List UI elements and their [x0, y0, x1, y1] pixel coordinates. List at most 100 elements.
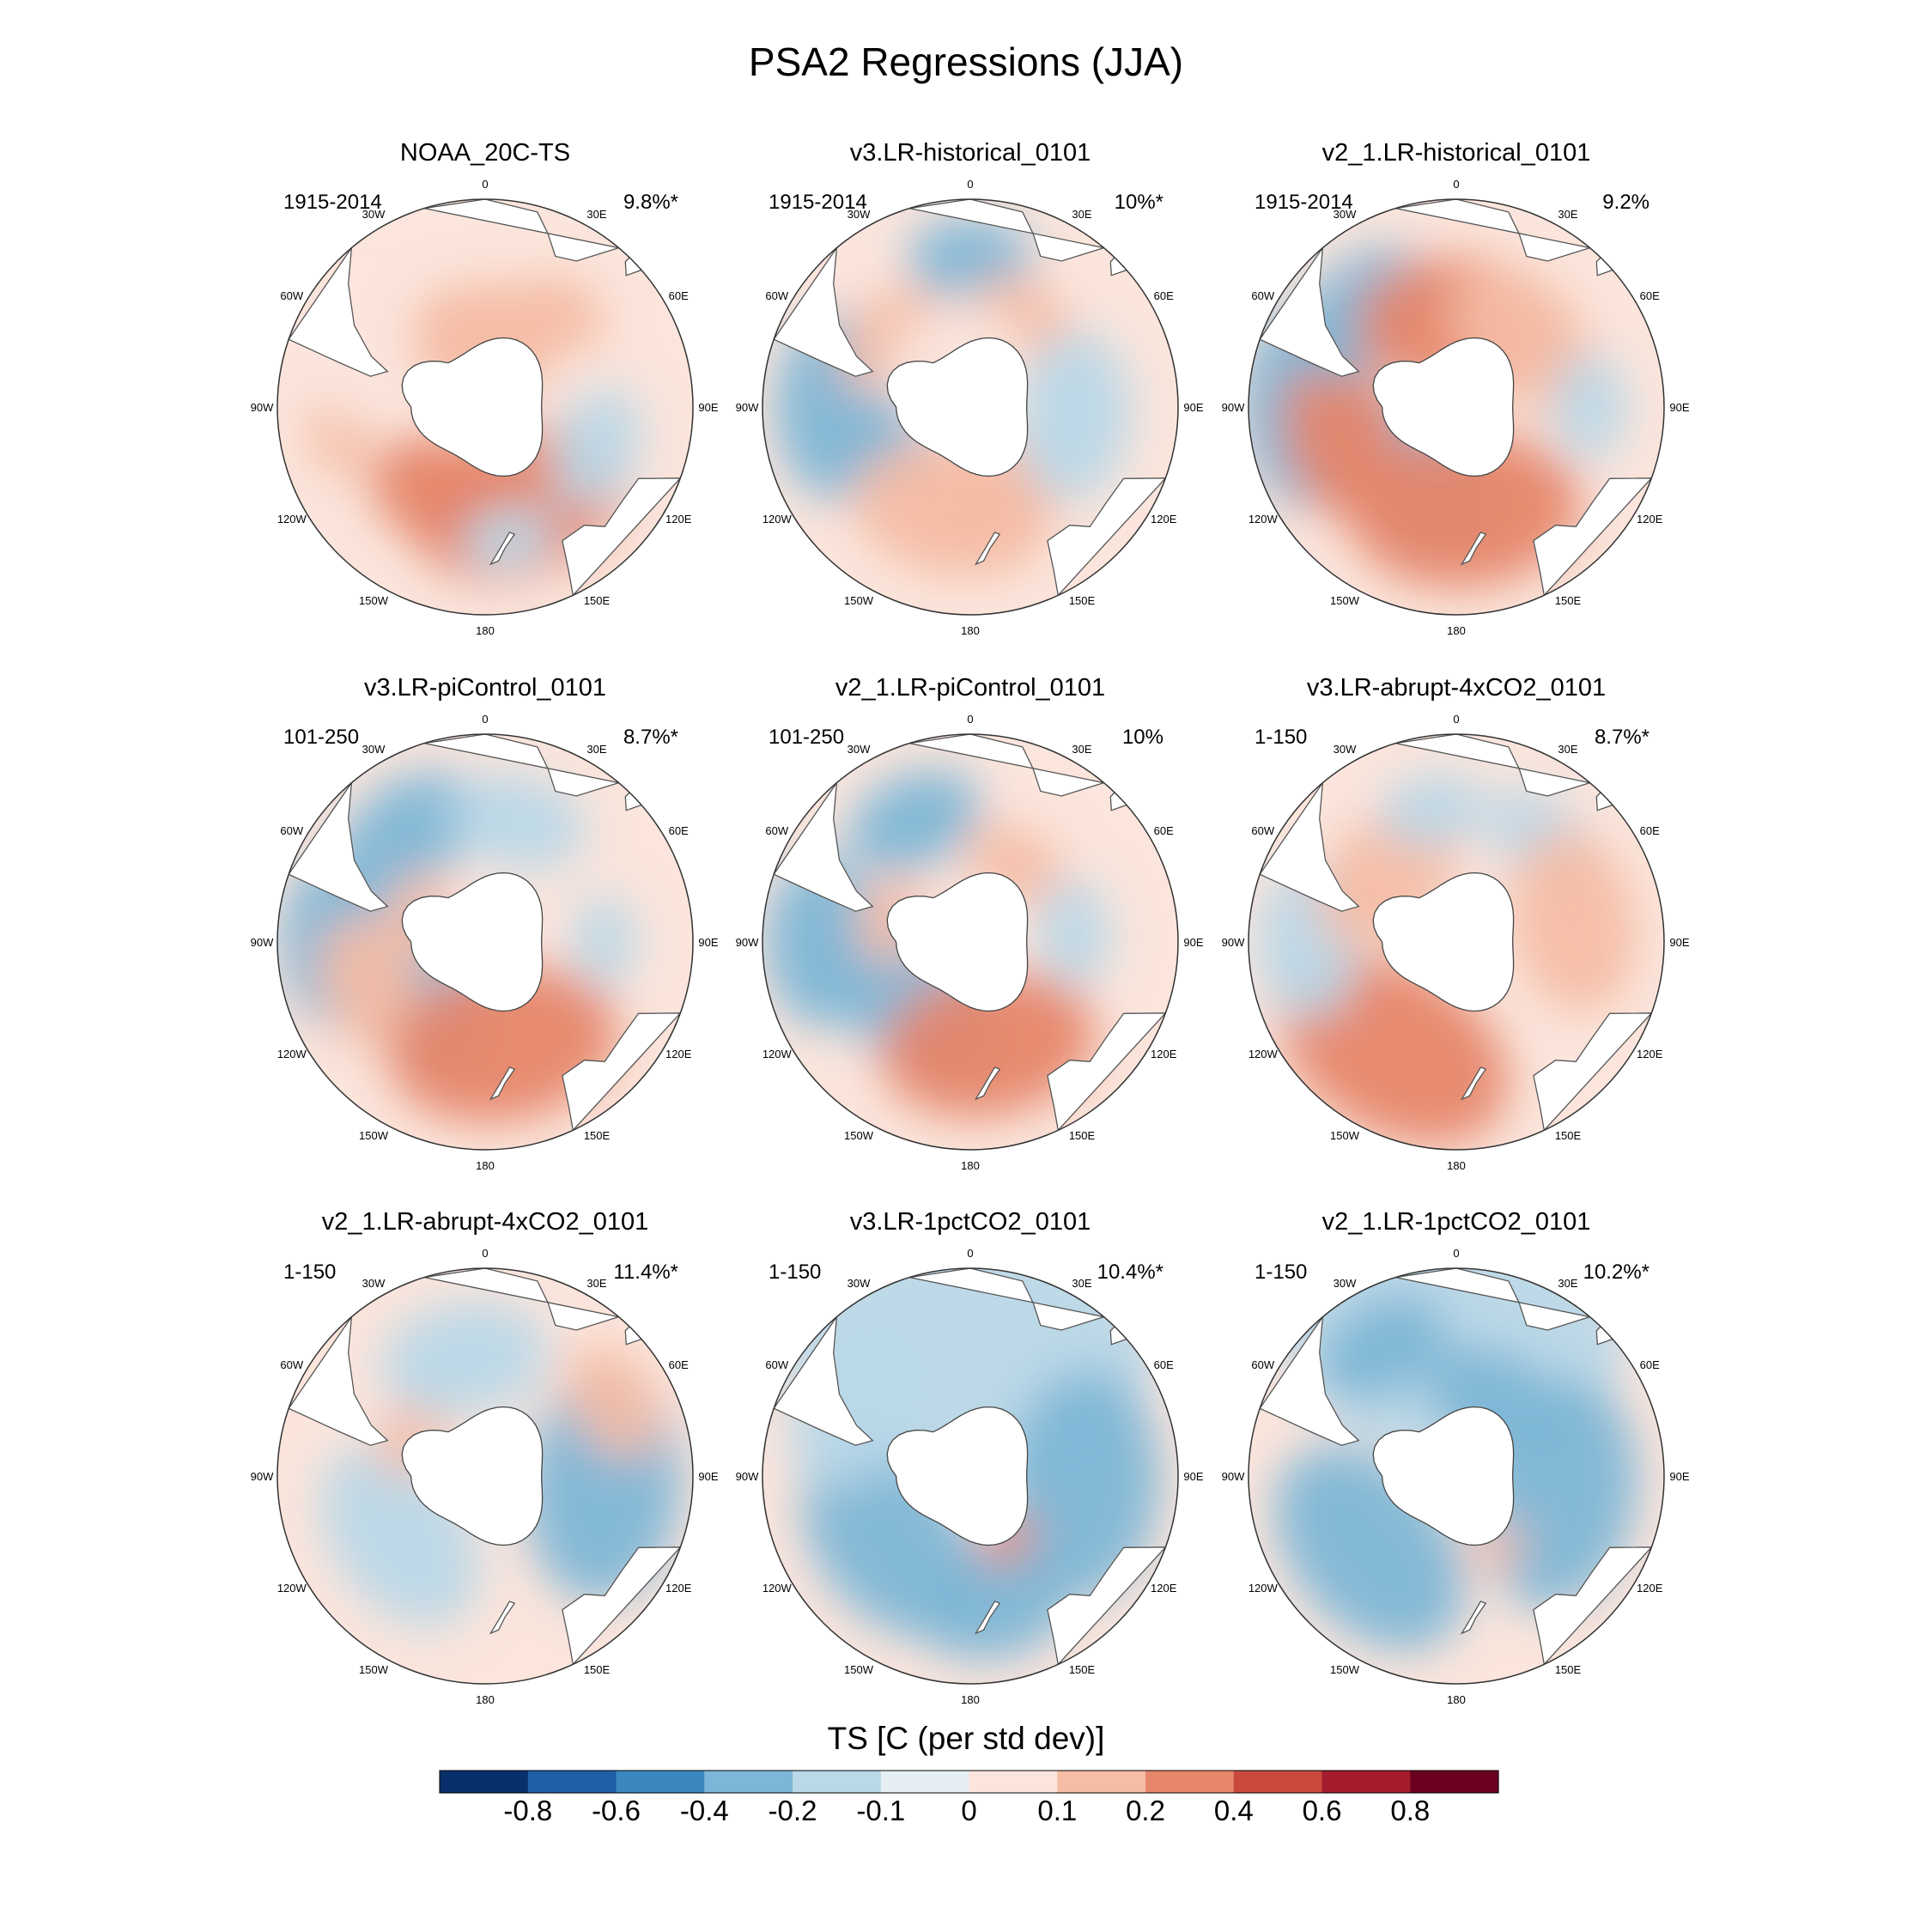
anomaly-region: [1379, 774, 1487, 848]
longitude-label: 180: [1447, 1693, 1466, 1706]
longitude-label: 60W: [1251, 289, 1274, 302]
longitude-label: 30E: [586, 208, 606, 221]
antarctica-outline: [1372, 1406, 1515, 1546]
longitude-label: 90E: [698, 936, 718, 949]
anomaly-region: [1553, 353, 1626, 461]
longitude-label: 90W: [1222, 1470, 1245, 1483]
map-boundary: [762, 1267, 1179, 1685]
longitude-label: 90E: [698, 401, 718, 414]
longitude-label: 60W: [280, 824, 303, 837]
antarctica-outline: [401, 337, 544, 477]
colorbar-tick-label: 0.4: [1214, 1795, 1254, 1826]
longitude-label: 120E: [1151, 1048, 1177, 1060]
africa-outline: [1395, 199, 1590, 262]
longitude-label: 60E: [669, 289, 689, 302]
map-boundary: [276, 733, 694, 1151]
panel-period: 1-150: [769, 1261, 821, 1284]
longitude-label: 30E: [586, 743, 606, 756]
map-field: [277, 734, 693, 1150]
map-panel: v3.LR-historical_0101 1915-2014 10%* 0 30E 60…: [736, 139, 1204, 637]
longitude-label: 30E: [1072, 743, 1091, 756]
new-zealand-outline: [1460, 532, 1487, 566]
colorbar-tick-label: -0.8: [503, 1795, 552, 1826]
longitude-label: 30E: [1072, 1277, 1091, 1290]
africa-outline: [1395, 734, 1590, 797]
longitude-label: 180: [961, 1693, 980, 1706]
longitude-label: 180: [476, 624, 495, 637]
map-boundary: [762, 198, 1179, 616]
anomaly-region: [449, 773, 586, 870]
longitude-label: 150W: [359, 594, 389, 607]
longitude-label: 30W: [848, 1277, 871, 1290]
longitude-label: 60E: [1154, 824, 1174, 837]
africa-outline: [909, 1268, 1104, 1331]
colorbar-swatch: [440, 1771, 529, 1793]
colorbar-swatch: [793, 1771, 882, 1793]
longitude-label: 90E: [1669, 936, 1689, 949]
longitude-label: 60E: [1640, 824, 1660, 837]
longitude-label: 120W: [762, 1582, 793, 1595]
longitude-label: 60W: [1251, 1358, 1274, 1371]
colorbar-swatch: [1410, 1771, 1499, 1793]
anomaly-region: [566, 1344, 661, 1460]
australia-outline: [1047, 1012, 1167, 1132]
colorbar-swatch: [969, 1771, 1058, 1793]
longitude-label: 150E: [1069, 594, 1096, 607]
longitude-label: 120W: [277, 1048, 307, 1060]
longitude-label: 0: [1453, 178, 1459, 191]
panel-variance-explained: 9.2%: [1602, 191, 1649, 214]
south-america-outline: [773, 781, 874, 912]
longitude-label: 150W: [844, 1663, 874, 1676]
panel-variance-explained: 11.4%*: [613, 1261, 678, 1284]
longitude-label: 180: [1447, 624, 1466, 637]
panel-period: 101-250: [283, 726, 359, 749]
new-zealand-outline: [974, 1066, 1001, 1101]
longitude-label: 90W: [736, 1470, 759, 1483]
longitude-label: 60W: [765, 289, 788, 302]
longitude-label: 120E: [1151, 1582, 1177, 1595]
australia-outline: [1533, 477, 1653, 597]
longitude-label: 180: [961, 624, 980, 637]
south-america-outline: [1259, 1315, 1360, 1446]
longitude-label: 180: [476, 1693, 495, 1706]
australia-outline: [1047, 1546, 1167, 1666]
longitude-label: 0: [967, 713, 973, 726]
anomaly-region: [552, 387, 641, 507]
longitude-label: 90E: [1183, 1470, 1203, 1483]
longitude-label: 150W: [844, 1129, 874, 1142]
map-field: [1249, 1268, 1664, 1684]
longitude-label: 90W: [251, 936, 274, 949]
longitude-label: 60W: [1251, 824, 1274, 837]
longitude-label: 90W: [1222, 936, 1245, 949]
colorbar-frame: [439, 1770, 1499, 1794]
longitude-label: 150E: [1555, 594, 1582, 607]
longitude-label: 150E: [584, 1663, 611, 1676]
map-panel: v2_1.LR-piControl_0101 101-250 10% 0 30E 60E 9…: [736, 674, 1204, 1172]
colorbar-swatch: [1233, 1771, 1323, 1793]
map-field: [1249, 734, 1664, 1150]
antarctica-outline: [401, 872, 544, 1012]
new-zealand-outline: [489, 1601, 516, 1635]
antarctica-outline: [401, 1406, 544, 1546]
anomaly-region: [1005, 1370, 1161, 1602]
longitude-label: 90W: [251, 1470, 274, 1483]
panel-variance-explained: 9.8%*: [623, 191, 678, 214]
panel-variance-explained: 10.2%*: [1583, 1261, 1649, 1284]
longitude-label: 120E: [665, 1048, 692, 1060]
longitude-label: 150E: [1555, 1129, 1582, 1142]
longitude-label: 30W: [848, 208, 871, 221]
longitude-label: 60W: [765, 824, 788, 837]
map-panel: v3.LR-piControl_0101 101-250 8.7%* 0 30E 60E 9…: [251, 674, 719, 1172]
longitude-label: 30E: [586, 1277, 606, 1290]
longitude-label: 90E: [1669, 401, 1689, 414]
map-boundary: [1248, 733, 1665, 1151]
map-panel: v3.LR-abrupt-4xCO2_0101 1-150 8.7%* 0 30E 60E…: [1222, 674, 1690, 1172]
anomaly-region: [380, 1301, 550, 1418]
australia-outline: [562, 1012, 682, 1132]
africa-outline: [909, 734, 1104, 797]
longitude-label: 90E: [1669, 1470, 1689, 1483]
map-boundary: [276, 1267, 694, 1685]
colorbar-swatch: [880, 1771, 970, 1793]
longitude-label: 180: [1447, 1159, 1466, 1172]
panel-grid: NOAA_20C-TS 1915-2014 9.8%* 0 30E 60E 90E 120E 1…: [251, 139, 1690, 1706]
